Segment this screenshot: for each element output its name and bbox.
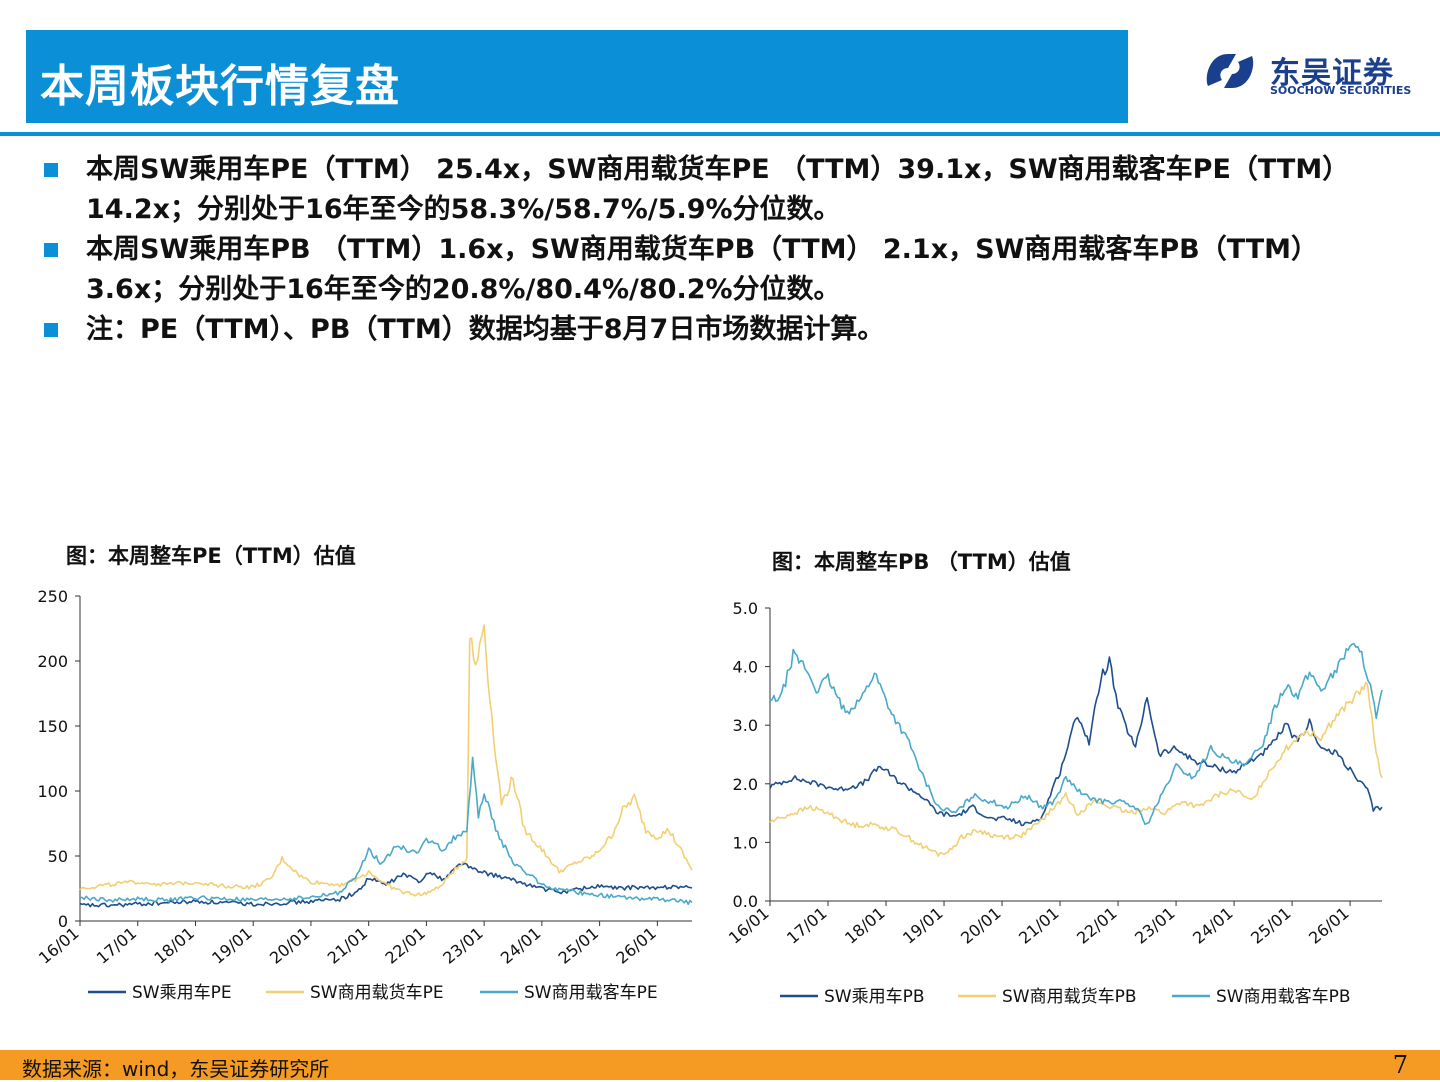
footer-bar: 数据来源：wind，东吴证券研究所 7 bbox=[0, 1050, 1440, 1081]
x-tick-label: 24/01 bbox=[1189, 904, 1237, 948]
y-tick-label: 150 bbox=[37, 717, 68, 736]
x-tick-label: 19/01 bbox=[899, 904, 947, 948]
x-tick-label: 25/01 bbox=[1247, 904, 1295, 948]
series-line-1 bbox=[79, 862, 693, 908]
y-tick-label: 5.0 bbox=[733, 599, 758, 618]
bullet-square-icon bbox=[44, 323, 58, 337]
bullet-text: 注：PE（TTM）、PB（TTM）数据均基于8月7日市场数据计算。 bbox=[86, 314, 885, 345]
x-tick-label: 22/01 bbox=[381, 924, 429, 968]
x-tick-label: 23/01 bbox=[1131, 904, 1179, 948]
logo-name: 东吴证券 bbox=[1270, 56, 1394, 91]
x-tick-label: 26/01 bbox=[1305, 904, 1353, 948]
y-tick-label: 0.0 bbox=[733, 892, 758, 911]
x-tick-label: 20/01 bbox=[957, 904, 1005, 948]
legend-label: SW商用载客车PE bbox=[524, 983, 658, 1003]
y-tick-label: 2.0 bbox=[733, 775, 758, 794]
series-line-3 bbox=[769, 642, 1383, 826]
y-tick-label: 200 bbox=[37, 652, 68, 671]
page-number: 7 bbox=[1392, 1051, 1408, 1079]
legend-label: SW商用载货车PE bbox=[310, 983, 444, 1003]
y-tick-label: 100 bbox=[37, 782, 68, 801]
x-tick-label: 19/01 bbox=[208, 924, 256, 968]
y-tick-label: 3.0 bbox=[733, 716, 758, 735]
y-tick-label: 1.0 bbox=[733, 833, 758, 852]
pe-chart-title: 图：本周整车PE（TTM）估值 bbox=[66, 544, 356, 568]
x-tick-label: 17/01 bbox=[93, 924, 141, 968]
series-line-1 bbox=[769, 656, 1383, 827]
logo-subtitle: SOOCHOW SECURITIES bbox=[1270, 84, 1412, 97]
series-line-2 bbox=[79, 624, 693, 897]
bullet-square-icon bbox=[44, 163, 58, 177]
pb-chart: 0.01.02.03.04.05.016/01 17/01 18/01 19/01 20… bbox=[725, 599, 1383, 1007]
x-tick-label: 18/01 bbox=[841, 904, 889, 948]
x-tick-label: 18/01 bbox=[151, 924, 199, 968]
data-source: 数据来源：wind，东吴证券研究所 bbox=[22, 1057, 330, 1081]
series-line-3 bbox=[79, 756, 693, 906]
x-tick-label: 26/01 bbox=[612, 924, 660, 968]
bullet-item: 本周SW乘用车PB （TTM）1.6x，SW商用载货车PB（TTM） 2.1x，… bbox=[40, 230, 1412, 310]
y-tick-label: 4.0 bbox=[733, 658, 758, 677]
y-tick-label: 0 bbox=[58, 912, 68, 931]
x-tick-label: 25/01 bbox=[555, 924, 603, 968]
legend-label: SW商用载客车PB bbox=[1216, 987, 1351, 1007]
bullet-item: 本周SW乘用车PE（TTM） 25.4x，SW商用载货车PE （TTM）39.1… bbox=[40, 150, 1412, 230]
bullet-text: 本周SW乘用车PE（TTM） 25.4x，SW商用载货车PE （TTM）39.1… bbox=[86, 154, 1350, 225]
x-tick-label: 17/01 bbox=[783, 904, 831, 948]
company-logo: 东吴证券 SOOCHOW SECURITIES bbox=[1200, 46, 1420, 102]
x-tick-label: 23/01 bbox=[439, 924, 487, 968]
y-tick-label: 250 bbox=[37, 587, 68, 606]
pb-chart-title: 图：本周整车PB （TTM）估值 bbox=[772, 550, 1071, 574]
series-line-2 bbox=[769, 681, 1383, 857]
x-tick-label: 21/01 bbox=[324, 924, 372, 968]
legend-label: SW商用载货车PB bbox=[1002, 987, 1137, 1007]
x-tick-label: 21/01 bbox=[1015, 904, 1063, 948]
x-tick-label: 24/01 bbox=[497, 924, 545, 968]
title-bar: 本周板块行情复盘 bbox=[26, 30, 1128, 123]
soochow-logo-icon bbox=[1206, 54, 1254, 88]
page-title: 本周板块行情复盘 bbox=[40, 61, 400, 112]
header-divider bbox=[0, 132, 1440, 136]
legend-label: SW乘用车PB bbox=[824, 987, 925, 1007]
legend-label: SW乘用车PE bbox=[132, 983, 232, 1003]
bullet-item: 注：PE（TTM）、PB（TTM）数据均基于8月7日市场数据计算。 bbox=[40, 310, 1412, 350]
x-tick-label: 22/01 bbox=[1073, 904, 1121, 948]
bullet-square-icon bbox=[44, 243, 58, 257]
bullet-list: 本周SW乘用车PE（TTM） 25.4x，SW商用载货车PE （TTM）39.1… bbox=[40, 150, 1412, 350]
bullet-text: 本周SW乘用车PB （TTM）1.6x，SW商用载货车PB（TTM） 2.1x，… bbox=[86, 234, 1319, 305]
x-tick-label: 20/01 bbox=[266, 924, 314, 968]
y-tick-label: 50 bbox=[48, 847, 68, 866]
